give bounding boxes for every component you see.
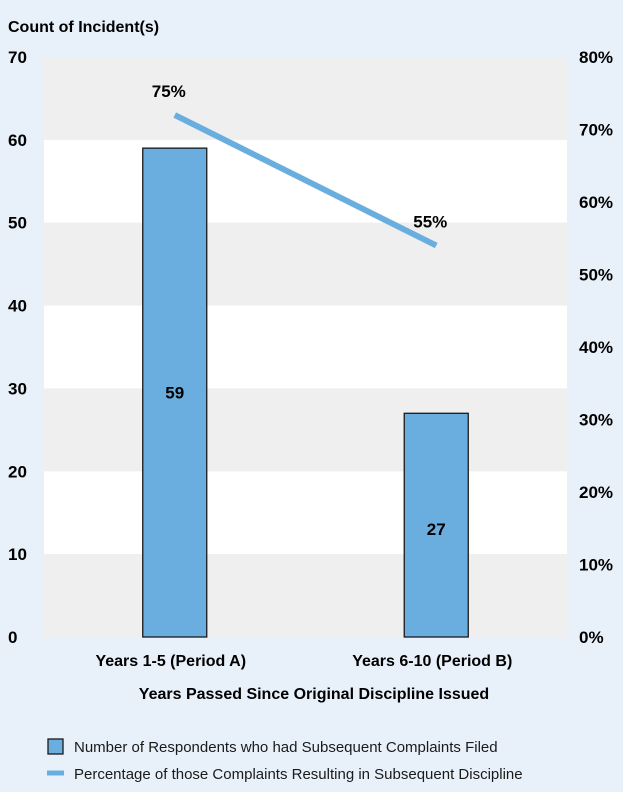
legend-label: Number of Respondents who had Subsequent… [74, 739, 498, 756]
line-value-label: 75% [152, 82, 186, 101]
series-line [173, 112, 438, 249]
y-tick-label: 60 [8, 131, 27, 150]
y-tick-label: 70 [8, 48, 27, 67]
x-axis-label: Years Passed Since Original Discipline I… [139, 686, 489, 703]
y2-tick-label: 30% [579, 411, 613, 430]
legend-swatch-bar [47, 738, 64, 755]
grid-band [44, 554, 567, 637]
bar-value-label: 59 [165, 384, 184, 403]
y2-tick-label: 0% [579, 628, 604, 647]
y2-tick-label: 50% [579, 266, 613, 285]
bar [403, 412, 469, 638]
y-axis-ticks: 0 10 20 30 40 50 60 70 [8, 48, 27, 647]
y-tick-label: 50 [8, 214, 27, 233]
legend: Number of Respondents who had Subsequent… [47, 738, 523, 783]
grid-band [44, 305, 567, 389]
y-tick-label: 20 [8, 462, 27, 481]
grid-bands [44, 57, 567, 637]
y-tick-label: 0 [8, 628, 17, 647]
grid-band [44, 222, 567, 306]
y2-tick-label: 60% [579, 193, 613, 212]
bar-series: 59 27 [142, 147, 469, 638]
y2-tick-label: 10% [579, 556, 613, 575]
bar-value-label: 27 [427, 520, 446, 539]
line-series: 75% 55% [152, 82, 447, 249]
line-value-label: 55% [413, 213, 447, 232]
grid-band [44, 57, 567, 140]
y2-tick-label: 80% [579, 48, 613, 67]
grid-band [44, 471, 567, 555]
legend-label: Percentage of those Complaints Resulting… [74, 766, 523, 783]
x-tick-label: Years 1-5 (Period A) [95, 653, 246, 670]
grid-band [44, 388, 567, 472]
bar [142, 147, 208, 638]
y-tick-label: 40 [8, 297, 27, 316]
y2-axis-ticks: 0% 10% 20% 30% 40% 50% 60% 70% 80% [579, 48, 613, 647]
x-tick-label: Years 6-10 (Period B) [352, 653, 512, 670]
y-tick-label: 10 [8, 545, 27, 564]
y-tick-label: 30 [8, 379, 27, 398]
y2-tick-label: 20% [579, 483, 613, 502]
x-axis-ticks: Years 1-5 (Period A) Years 6-10 (Period B… [95, 653, 512, 670]
y2-tick-label: 70% [579, 121, 613, 140]
y-axis-label: Count of Incident(s) [8, 19, 159, 36]
y2-tick-label: 40% [579, 338, 613, 357]
